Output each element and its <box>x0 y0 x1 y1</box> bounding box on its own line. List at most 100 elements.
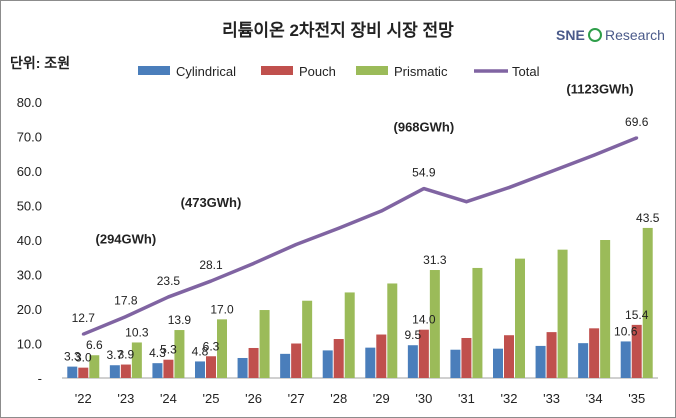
total-point <box>592 153 596 157</box>
prismatic-legend-label: Prismatic <box>394 64 448 79</box>
total-point <box>209 279 213 283</box>
y-tick-label: 20.0 <box>17 302 42 317</box>
data-labels: 3.3 3.7 4.3 4.8 9.5 10.6 3.0 3.9 5.3 6.3 14.0 15.4 6… <box>64 115 660 365</box>
pouch-bar <box>631 324 642 378</box>
pouch-bar <box>248 347 259 378</box>
x-tick-label: '28 <box>330 391 347 406</box>
x-tick-label: '22 <box>75 391 92 406</box>
legend: Cylindrical Pouch Prismatic Total <box>138 64 540 79</box>
pouch-value-label: 3.9 <box>118 348 135 362</box>
x-tick-label: '35 <box>628 391 645 406</box>
prismatic-value-label: 17.0 <box>210 302 234 316</box>
total-point <box>81 332 85 336</box>
cylindrical-bar <box>535 345 546 378</box>
cylindrical-bar <box>195 361 205 378</box>
total-point <box>379 209 383 213</box>
pouch-bar <box>461 337 472 378</box>
y-tick-label: 70.0 <box>17 130 42 145</box>
gwh-annotation: (968GWh) <box>394 119 455 134</box>
total-line-path <box>82 136 638 336</box>
y-tick-label: 80.0 <box>17 95 42 110</box>
logo-suffix: Research <box>605 27 665 43</box>
pouch-bar <box>206 356 216 378</box>
gwh-annotation: (473GWh) <box>181 195 242 210</box>
prismatic-bar <box>174 330 185 378</box>
pouch-value-label: 6.3 <box>203 339 220 353</box>
prismatic-bar <box>600 240 611 378</box>
x-tick-label: '34 <box>586 391 603 406</box>
pouch-bar <box>333 339 344 378</box>
cylindrical-bar <box>407 345 418 378</box>
pouch-value-label: 14.0 <box>412 313 436 327</box>
total-point <box>635 136 639 140</box>
cylindrical-value-label: 10.6 <box>614 324 638 338</box>
prismatic-legend-swatch <box>356 66 388 75</box>
pouch-bar <box>163 359 174 378</box>
prismatic-bar <box>472 267 483 378</box>
prismatic-bar <box>387 283 398 378</box>
prismatic-value-label: 10.3 <box>125 325 149 339</box>
pouch-bar <box>120 364 131 378</box>
prismatic-bar <box>217 319 227 378</box>
x-tick-label: '32 <box>501 391 518 406</box>
prismatic-value-label: 13.9 <box>168 313 192 327</box>
cylindrical-bar <box>365 347 376 378</box>
cylindrical-bar <box>67 366 78 378</box>
x-tick-label: '33 <box>543 391 560 406</box>
total-value-label: 28.1 <box>199 258 223 272</box>
y-tick-label: 40.0 <box>17 233 42 248</box>
prismatic-value-label: 6.6 <box>86 338 103 352</box>
y-tick-label: 50.0 <box>17 199 42 214</box>
cylindrical-bar <box>620 341 631 378</box>
total-point <box>422 187 426 191</box>
cylindrical-value-label: 9.5 <box>405 328 422 342</box>
cylindrical-bar <box>322 350 333 378</box>
cylindrical-value-label: 3.3 <box>64 350 81 364</box>
x-tick-label: '27 <box>288 391 305 406</box>
x-tick-label: '26 <box>245 391 262 406</box>
pouch-bar <box>376 334 387 378</box>
prismatic-bar <box>259 310 270 378</box>
x-tick-label: '23 <box>117 391 134 406</box>
prismatic-bar <box>642 227 653 378</box>
x-tick-label: '30 <box>415 391 432 406</box>
total-line <box>81 136 639 336</box>
x-tick-label: '25 <box>203 391 220 406</box>
prismatic-bar <box>302 300 313 378</box>
cylindrical-value-label: 4.8 <box>192 344 209 358</box>
total-value-label: 54.9 <box>412 166 436 180</box>
chart-title: 리튬이온 2차전지 장비 시장 전망 <box>222 21 454 40</box>
total-point <box>337 226 341 230</box>
x-axis: '22 '23 '24 '25 '26 '27 '28 '29 '30 '31 '32 '33 '34 '… <box>62 377 658 406</box>
total-point <box>124 315 128 319</box>
prismatic-bar <box>344 292 355 378</box>
prismatic-bar <box>557 249 568 378</box>
total-legend-label: Total <box>512 64 540 79</box>
y-axis: - 10.0 20.0 30.0 40.0 50.0 60.0 70.0 80.0 <box>17 95 42 386</box>
y-tick-label: 30.0 <box>17 268 42 283</box>
x-tick-label: '29 <box>373 391 390 406</box>
total-value-label: 17.8 <box>114 294 138 308</box>
pouch-bar <box>589 328 600 378</box>
x-tick-label: '24 <box>160 391 177 406</box>
cylindrical-bar <box>493 348 503 378</box>
pouch-value-label: 3.0 <box>75 351 92 365</box>
y-tick-label: 10.0 <box>17 337 42 352</box>
cylindrical-legend-label: Cylindrical <box>176 64 236 79</box>
x-tick-label: '31 <box>458 391 475 406</box>
cylindrical-legend-swatch <box>138 66 170 75</box>
total-point <box>166 295 170 299</box>
cylindrical-bar <box>280 353 291 378</box>
cylindrical-value-label: 4.3 <box>149 346 166 360</box>
cylindrical-bar <box>152 363 163 378</box>
y-tick-label: - <box>38 371 42 386</box>
total-value-label: 69.6 <box>625 115 649 129</box>
y-tick-label: 60.0 <box>17 164 42 179</box>
total-value-label: 12.7 <box>72 311 96 325</box>
cylindrical-bar <box>109 365 120 378</box>
prismatic-value-label: 43.5 <box>636 211 660 225</box>
prismatic-bar <box>429 270 440 378</box>
logo-mark-icon <box>588 28 602 42</box>
cylindrical-bar <box>450 349 461 378</box>
